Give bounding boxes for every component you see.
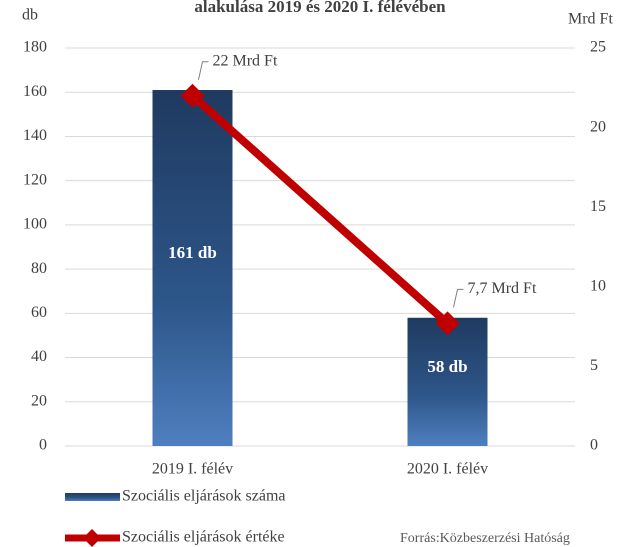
legend-marker: [83, 529, 101, 547]
y-tick-label: 160: [23, 83, 47, 100]
y-tick-label: 80: [31, 260, 47, 277]
legend-swatch: [65, 493, 120, 501]
chart-title: alakulása 2019 és 2020 I. félévében: [194, 0, 446, 16]
line-value-label: 22 Mrd Ft: [213, 52, 278, 69]
y-tick-label: 180: [23, 39, 47, 56]
y-axis-label: db: [22, 7, 38, 24]
line-marker: [435, 311, 460, 336]
y-tick-label: 140: [23, 127, 47, 144]
y2-tick-label: 20: [590, 118, 606, 135]
leader-line: [198, 61, 209, 80]
x-tick-label: 2019 I. félév: [152, 461, 233, 478]
y-tick-label: 40: [31, 348, 47, 365]
bar: [152, 90, 233, 446]
line-value-label: 7,7 Mrd Ft: [468, 280, 537, 297]
bar-value-label: 161 db: [168, 243, 217, 262]
y2-tick-label: 15: [590, 198, 606, 215]
y2-axis-label: Mrd Ft: [568, 11, 613, 28]
leader-line: [453, 288, 464, 308]
y-tick-label: 0: [39, 437, 47, 454]
legend-label: Szociális eljárások értéke: [122, 529, 285, 546]
y-tick-label: 100: [23, 216, 47, 233]
y2-tick-label: 5: [590, 357, 598, 374]
line: [189, 92, 451, 327]
y2-tick-label: 10: [590, 277, 606, 294]
line-marker: [180, 83, 205, 108]
legend-label: Szociális eljárások száma: [122, 488, 286, 505]
x-tick-label: 2020 I. félév: [407, 461, 488, 478]
y-tick-label: 120: [23, 171, 47, 188]
y-tick-label: 60: [31, 304, 47, 321]
bar-value-label: 58 db: [427, 357, 467, 376]
y2-tick-label: 0: [590, 437, 598, 454]
y-tick-label: 20: [31, 392, 47, 409]
bar: [407, 317, 488, 446]
y2-tick-label: 25: [590, 39, 606, 56]
source: Forrás:Közbeszerzési Hatóság: [400, 531, 570, 546]
